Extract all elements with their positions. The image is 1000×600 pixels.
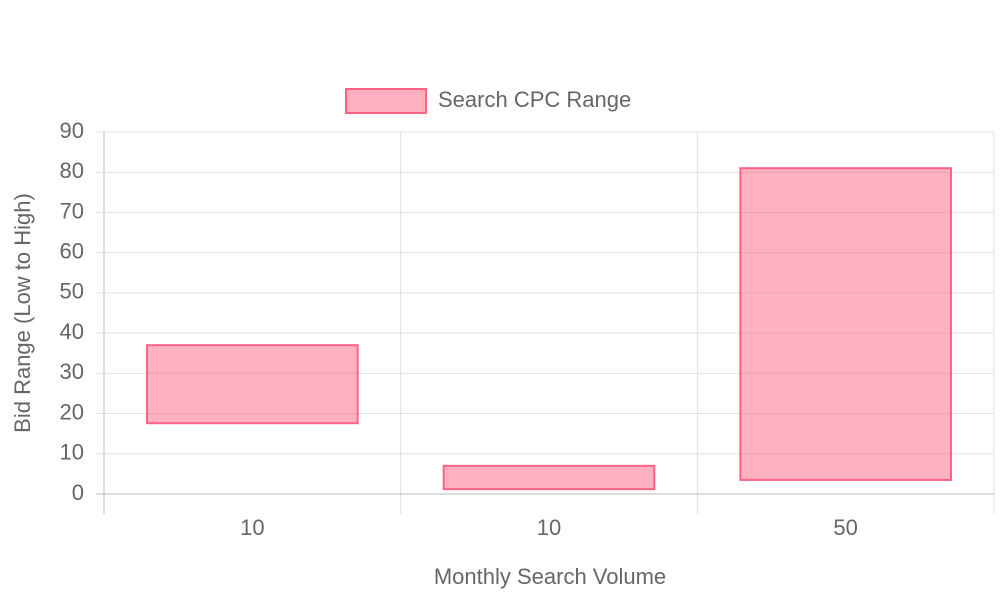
y-tick-label: 80 bbox=[60, 158, 84, 183]
y-tick-label: 40 bbox=[60, 319, 84, 344]
y-tick-label: 0 bbox=[72, 480, 84, 505]
y-tick-label: 20 bbox=[60, 399, 84, 424]
y-tick-label: 30 bbox=[60, 359, 84, 384]
x-tick-label: 10 bbox=[240, 515, 264, 540]
y-tick-label: 60 bbox=[60, 238, 84, 263]
y-tick-label: 90 bbox=[60, 118, 84, 143]
y-tick-label: 10 bbox=[60, 440, 84, 465]
bar bbox=[146, 344, 359, 425]
y-tick-label: 50 bbox=[60, 279, 84, 304]
x-axis-title: Monthly Search Volume bbox=[434, 564, 666, 589]
bar bbox=[739, 167, 952, 481]
y-axis-title: Bid Range (Low to High) bbox=[10, 193, 35, 433]
bar bbox=[442, 464, 656, 491]
x-tick-label: 10 bbox=[537, 515, 561, 540]
legend-label: Search CPC Range bbox=[438, 87, 631, 112]
y-tick-label: 70 bbox=[60, 198, 84, 223]
x-tick-label: 50 bbox=[833, 515, 857, 540]
legend-swatch bbox=[345, 88, 427, 114]
